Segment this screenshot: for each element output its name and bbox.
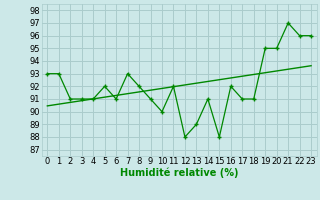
X-axis label: Humidité relative (%): Humidité relative (%) [120,168,238,178]
